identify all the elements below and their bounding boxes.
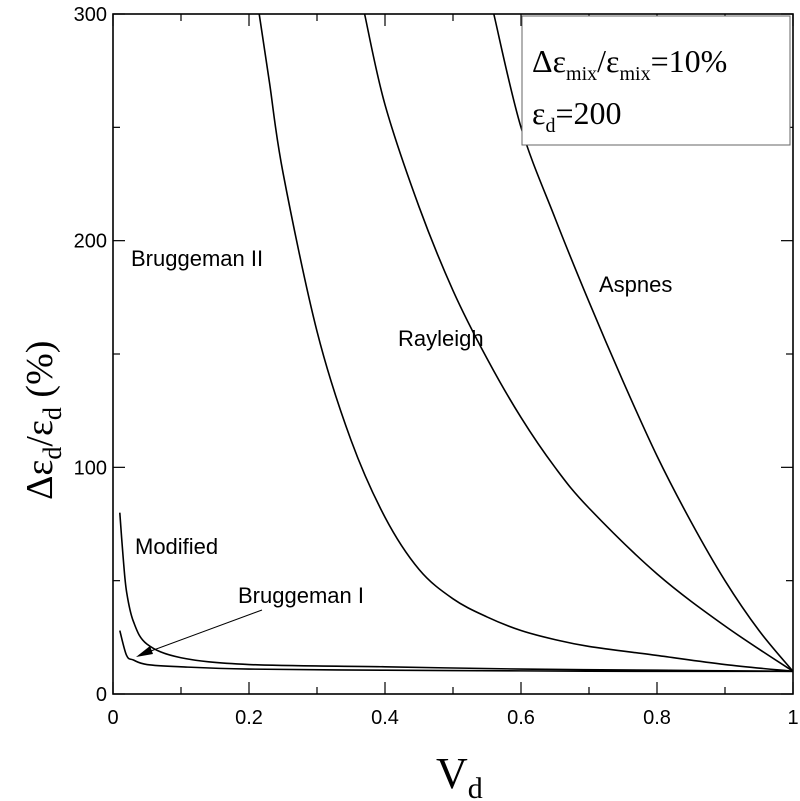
axis-tick-labels: 0 0.2 0.4 0.6 0.8 1 0 100 200 300	[74, 4, 799, 729]
y-axis-title: Δεd/εd (%)	[19, 341, 67, 500]
annotation-line-1: Δεmix/εmix=10%	[532, 43, 727, 85]
x-tick-label: 0	[107, 707, 118, 729]
curve-rayleigh	[363, 13, 794, 672]
y-tick-label: 300	[74, 4, 107, 26]
x-tick-label: 0.6	[507, 707, 535, 729]
curve-aspnes	[493, 13, 794, 672]
bruggeman-i-arrow-line	[139, 609, 263, 656]
x-tick-label: 0.4	[371, 707, 399, 729]
x-tick-label: 0.2	[235, 707, 263, 729]
annotation-line-2: εd=200	[532, 95, 621, 137]
annotation-box	[521, 15, 791, 146]
label-rayleigh: Rayleigh	[398, 326, 484, 351]
y-tick-label: 0	[96, 684, 107, 706]
label-bruggeman-i: Bruggeman I	[238, 583, 364, 608]
label-modified: Modified	[135, 534, 218, 559]
bruggeman-i-arrow-head	[136, 646, 153, 657]
curve-bruggeman-i	[119, 630, 794, 673]
curve-bruggeman-ii	[258, 13, 794, 673]
curve-modified	[119, 512, 794, 673]
label-aspnes: Aspnes	[599, 272, 672, 297]
label-bruggeman-ii: Bruggeman II	[131, 246, 263, 271]
series-curves	[119, 13, 794, 673]
x-axis-title: Vd	[436, 749, 483, 801]
y-tick-label: 100	[74, 457, 107, 479]
y-tick-label: 200	[74, 231, 107, 253]
axis-ticks	[112, 13, 794, 695]
x-tick-label: 0.8	[643, 707, 671, 729]
x-tick-label: 1	[787, 707, 798, 729]
